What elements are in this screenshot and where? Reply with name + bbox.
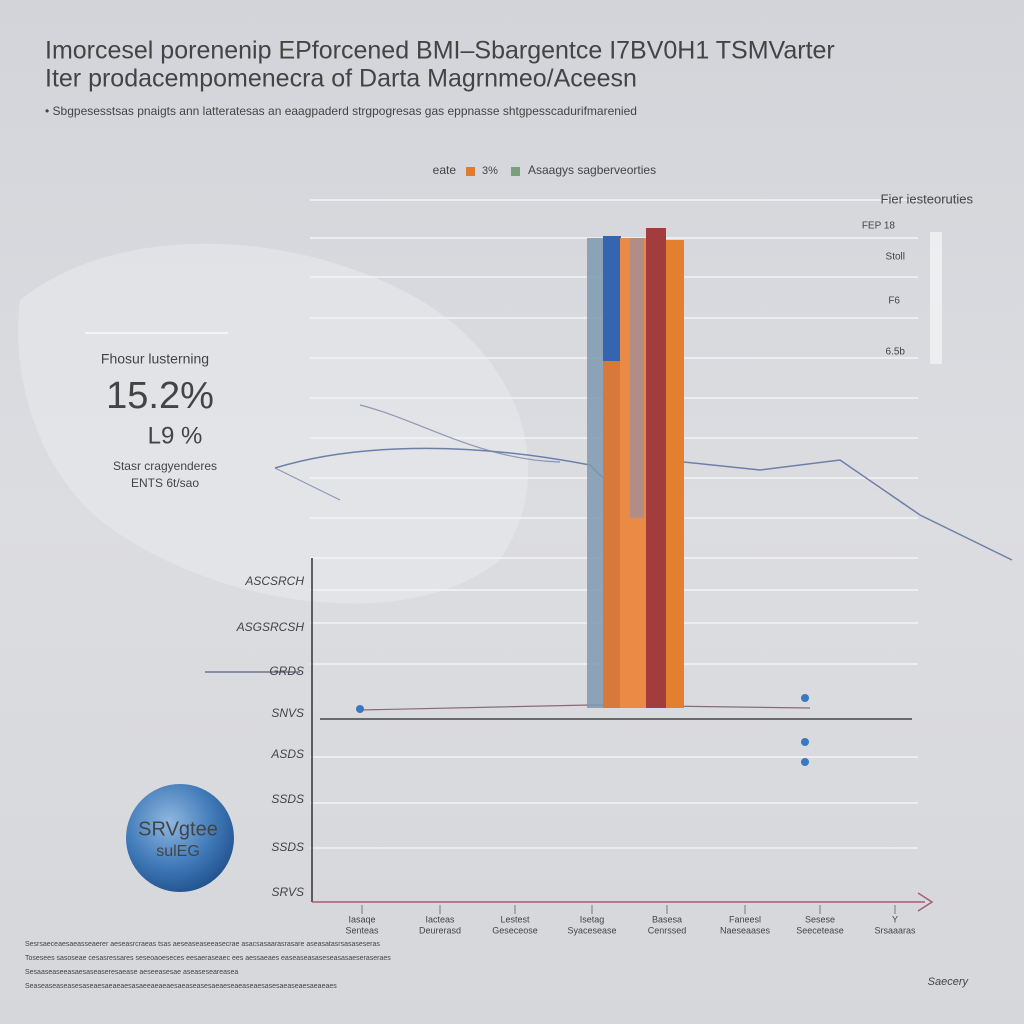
badge: SRVgtee sulEG [126,784,234,892]
x-label: Seecetease [796,925,844,935]
legend-swatch [511,167,520,176]
card-heading: Fhosur lusterning [101,351,209,367]
side-label: Stoll [886,252,905,263]
bar [646,228,666,708]
footnote: Sesaaseaseeasaesaseaseresaease aeseeases… [25,969,238,976]
bar [603,236,621,361]
side-label: F6 [888,296,900,307]
subtitle: • Sbgpesesstsas pnaigts ann latteratesas… [45,104,637,118]
legend-label: eate [433,163,457,177]
title-line: Imorcesel porenenip EPforcened BMI–Sbarg… [45,37,835,65]
legend-label: 3% [482,165,498,177]
x-label: Isetag [580,914,605,924]
marker [801,694,809,702]
marker [801,758,809,766]
bar [587,238,605,708]
side-bar [930,232,942,364]
y-label: SRVS [272,885,304,899]
x-label: Basesa [652,914,682,924]
x-label: Syacesease [567,925,616,935]
x-label: Iacteas [425,914,455,924]
y-label: SNVS [271,706,304,720]
title-line: Iter prodacempomenecra of Darta Magrnmeo… [45,65,637,93]
markers [356,694,809,766]
legend-swatch [466,167,475,176]
badge-circle [126,784,234,892]
y-label: ASGSRCSH [236,620,305,634]
footnotes: Sesrsaeceaesaeasseaerer aeseasrcraeas ts… [25,941,391,990]
footnote: Sesrsaeceaesaeasseaerer aeseasrcraeas ts… [25,941,380,948]
side-panel: Fier iesteoruties FEP 18 Stoll F6 6.5b [862,191,974,364]
side-label: FEP 18 [862,221,896,232]
y-label: ASCSRCH [244,574,304,588]
bars [587,228,684,708]
marker [801,738,809,746]
x-label: Lestest [500,914,530,924]
x-label: Iasaqe [348,914,375,924]
y-label: ASDS [270,747,304,761]
y-label: SSDS [271,840,304,854]
y-labels: ASCSRCH ASGSRCSH GRDS SNVS ASDS SSDS SSDS SRVS [236,574,305,899]
bar [666,240,684,708]
legend: eate 3% Asaagys sagberveorties [433,163,656,177]
badge-text: SRVgtee [138,818,218,840]
x-label: Faneesl [729,914,761,924]
stat-card: Fhosur lusterning 15.2% L9 % Stasr cragy… [85,332,228,490]
bar [630,238,644,518]
badge-text: sulEG [156,843,200,860]
x-label: Y [892,914,898,924]
x-label: Cenrssed [648,925,687,935]
x-label: Sesese [805,914,835,924]
side-label: 6.5b [886,347,906,358]
x-label: Senteas [345,925,379,935]
card-note: Stasr cragyenderes [113,459,217,473]
legend-label: Asaagys sagberveorties [528,163,656,177]
y-label: GRDS [269,664,304,678]
card-secondary: L9 % [148,422,203,449]
x-label: Naeseaases [720,925,771,935]
footnote: Seaseaseaseasesaseaesaeaeaesasaeeaeaeaes… [25,983,337,990]
logo: Saecery [928,976,970,988]
x-label: Srsaaaras [874,925,916,935]
axis-arrow [917,892,934,912]
card-note: ENTS 6t/sao [131,476,199,490]
trend-line [274,404,561,501]
footnote: Tosesees sasoseae cesasressares seseoaoe… [25,955,391,962]
subtitle-text: Sbgpesesstsas pnaigts ann latteratesas a… [53,104,637,118]
bar [603,361,621,708]
x-label: Geseceose [492,925,538,935]
card-main: 15.2% [106,375,214,417]
y-label: SSDS [271,792,304,806]
x-label: Deurerasd [419,925,461,935]
side-title: Fier iesteoruties [881,191,974,206]
marker [356,705,364,713]
